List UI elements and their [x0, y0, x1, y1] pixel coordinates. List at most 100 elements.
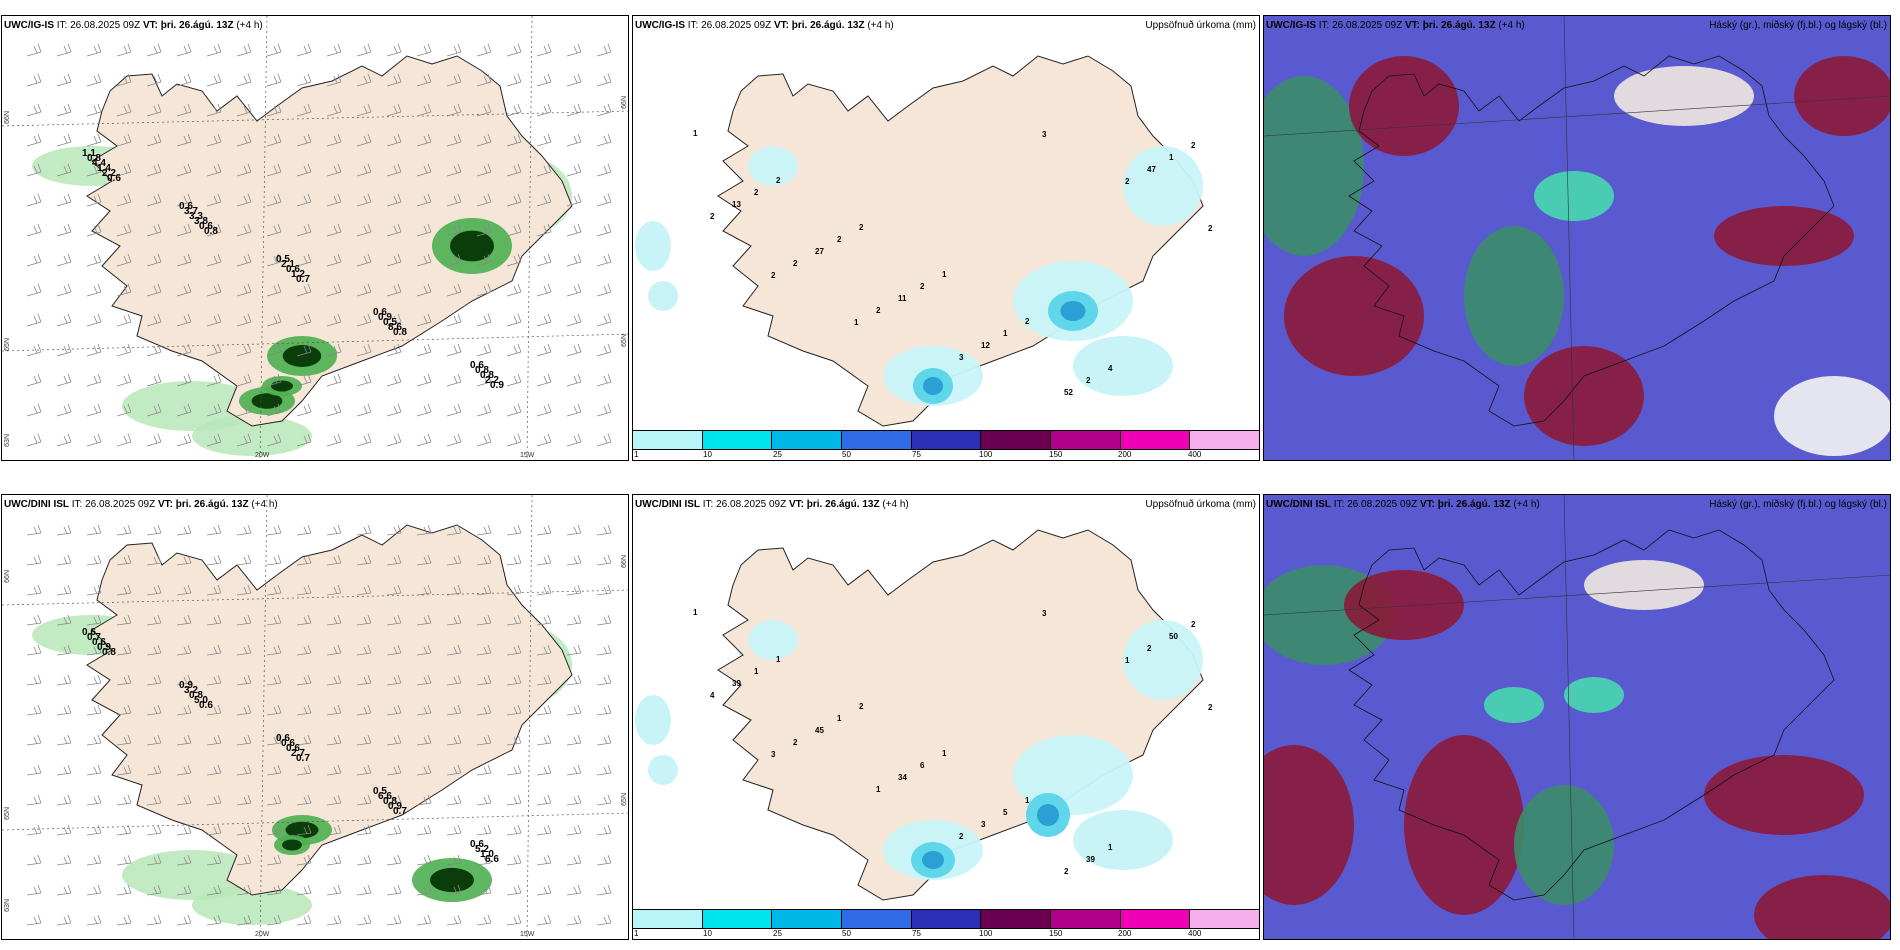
precip-core-dark [285, 821, 319, 839]
wind-barb [146, 43, 162, 57]
wind-barb [446, 884, 462, 896]
colorbar-tick: 400 [1188, 450, 1202, 459]
wind-barb [206, 854, 222, 866]
wind-barb [176, 133, 192, 147]
wind-barb [536, 313, 552, 327]
wind-barb [326, 223, 342, 237]
panel-right-title: Háský (gr.), miðský (fj.bl.) og lágský (… [1709, 499, 1887, 510]
wind-barb [566, 403, 582, 417]
wind-barb [176, 584, 192, 596]
value-label: 8.6 [388, 322, 402, 333]
wind-barb [506, 794, 522, 806]
value-label: 0.6 [286, 743, 300, 754]
value-label: 6.6 [378, 791, 392, 802]
value-label: 1 [1108, 843, 1113, 852]
value-label: 0.6 [199, 221, 213, 232]
wind-barb [176, 614, 192, 626]
wind-barb [206, 524, 222, 536]
wind-barb [236, 403, 252, 417]
wind-barb [326, 403, 342, 417]
precip-shade [122, 381, 262, 431]
wind-barb [236, 163, 252, 177]
wind-barb [326, 433, 342, 447]
wind-barb [326, 73, 342, 87]
wind-barb [56, 794, 72, 806]
wind-barb [236, 644, 252, 656]
value-label: 3 [1042, 609, 1047, 618]
wind-barb [266, 614, 282, 626]
wind-barb [116, 644, 132, 656]
wind-barb [56, 313, 72, 327]
cloud-shade [1514, 785, 1614, 905]
wind-barb [446, 614, 462, 626]
panel-header: UWC/IG-IS IT: 26.08.2025 09Z VT: þri. 26… [1266, 20, 1525, 31]
wind-barb [596, 824, 612, 836]
wind-barb [356, 734, 372, 746]
wind-barb [386, 524, 402, 536]
wind-barb [26, 584, 42, 596]
wind-barb [566, 73, 582, 87]
precip-core-dark [251, 393, 283, 409]
value-label: 1 [1003, 329, 1008, 338]
wind-barb [356, 854, 372, 866]
wind-barb [596, 43, 612, 57]
value-label: 0.6 [281, 738, 295, 749]
wind-barb [416, 193, 432, 207]
wind-barb [476, 554, 492, 566]
precip-core-dark [282, 345, 322, 367]
wind-barb [26, 313, 42, 327]
wind-barb [386, 283, 402, 297]
value-label: 0.8 [102, 647, 116, 658]
wind-barb [446, 103, 462, 117]
wind-barb [596, 914, 612, 926]
wind-barb [86, 704, 102, 716]
wind-barb [476, 223, 492, 237]
wind-barb [146, 824, 162, 836]
value-label: 0.6 [470, 839, 484, 850]
wind-barb [596, 373, 612, 387]
wind-barb [206, 584, 222, 596]
wind-barb [446, 794, 462, 806]
precip-shade [748, 146, 798, 186]
colorbar-ticks: 1 10 25 50 75 100 150 200 400 [633, 929, 1259, 939]
wind-barb [236, 433, 252, 447]
wind-barb [536, 343, 552, 357]
wind-barb [536, 103, 552, 117]
wind-barb [476, 343, 492, 357]
panel-dini-cloud: UWC/DINI ISL IT: 26.08.2025 09Z VT: þri.… [1263, 494, 1891, 940]
wind-barb [146, 373, 162, 387]
wind-barb [536, 914, 552, 926]
wind-barb [386, 734, 402, 746]
wind-barb [296, 313, 312, 327]
value-label: 1 [876, 785, 881, 794]
value-label: 2 [754, 188, 759, 197]
wind-barb [116, 43, 132, 57]
wind-barb [416, 614, 432, 626]
value-label: 1 [1169, 153, 1174, 162]
wind-barb [86, 734, 102, 746]
colorbar-segment [981, 910, 1052, 928]
precip-core-dark [923, 377, 943, 395]
value-label: 1 [693, 608, 698, 617]
wind-barb [56, 554, 72, 566]
wind-barb [476, 854, 492, 866]
wind-barb [386, 223, 402, 237]
wind-barb [566, 433, 582, 447]
wind-barb [86, 674, 102, 686]
value-label: 1 [693, 129, 698, 138]
wind-barb [506, 133, 522, 147]
cloud-shade [1754, 875, 1890, 939]
wind-barb [536, 584, 552, 596]
value-label: 0.8 [87, 153, 101, 164]
wind-barb [56, 524, 72, 536]
value-label: 0.6 [107, 173, 121, 184]
wind-barb [296, 854, 312, 866]
lat-label: 63N [4, 434, 11, 447]
wind-barb [146, 884, 162, 896]
wind-barb [176, 343, 192, 357]
wind-barb [596, 704, 612, 716]
wind-barb [566, 854, 582, 866]
value-label: 2 [959, 832, 964, 841]
value-label: 3.2 [184, 685, 198, 696]
wind-barb [356, 794, 372, 806]
